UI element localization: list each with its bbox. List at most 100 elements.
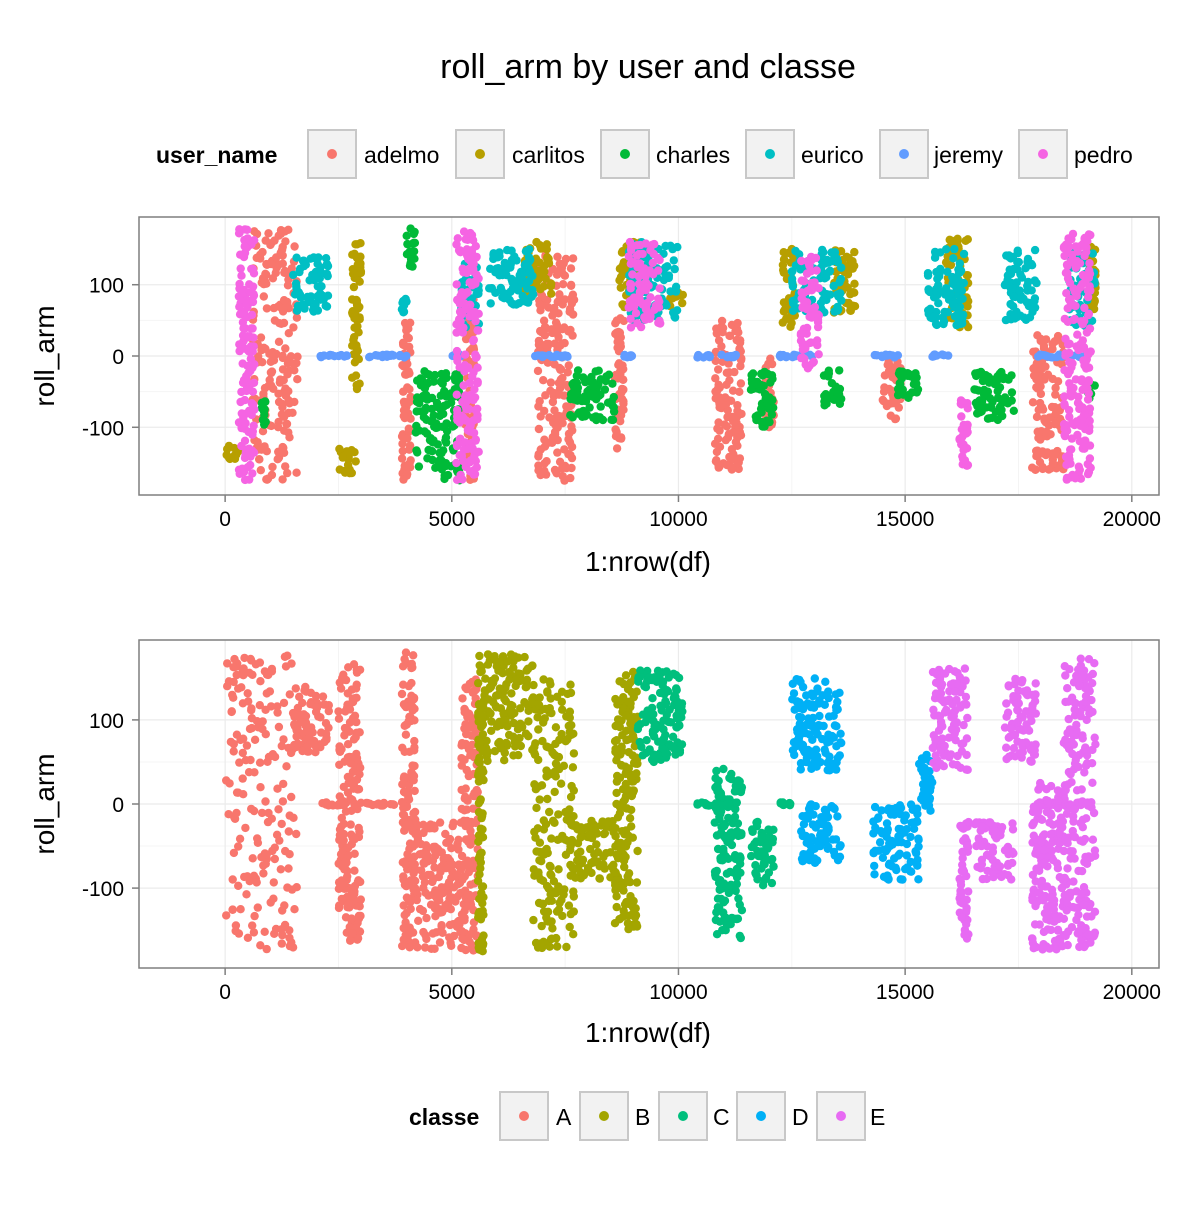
data-point [466,427,474,435]
data-point [819,295,827,303]
data-point [496,684,504,692]
data-point [312,708,320,716]
data-point [403,232,411,240]
data-point [725,332,733,340]
data-point [404,325,412,333]
data-point [561,295,569,303]
data-point [1065,413,1073,421]
data-point [282,762,290,770]
data-point [582,823,590,831]
data-point [613,772,621,780]
data-point [346,795,354,803]
data-point [401,773,409,781]
data-point [1067,258,1075,266]
data-point [268,463,276,471]
legend-swatch [475,149,485,159]
data-point [237,388,245,396]
data-point [571,874,579,882]
data-point [423,370,431,378]
data-point [804,364,812,372]
data-point [404,460,412,468]
data-point [285,827,293,835]
data-point [411,877,419,885]
data-point [731,813,739,821]
data-point [714,365,722,373]
data-point [223,682,231,690]
data-point [337,822,345,830]
data-point [555,899,563,907]
data-point [634,725,642,733]
data-point [982,371,990,379]
data-point [240,344,248,352]
data-point [230,655,238,663]
data-point [649,270,657,278]
data-point [345,700,353,708]
data-point [347,914,355,922]
data-point [230,849,238,857]
data-point [239,318,247,326]
data-point [245,280,253,288]
data-point [233,731,241,739]
data-point [936,265,944,273]
data-point [713,867,721,875]
data-point [567,281,575,289]
data-point [278,410,286,418]
data-point [1086,454,1094,462]
data-point [275,836,283,844]
data-point [466,467,474,475]
data-point [753,822,761,830]
data-point [605,371,613,379]
data-point [912,380,920,388]
data-point [284,387,292,395]
data-point [509,284,517,292]
data-point [323,270,331,278]
data-point [246,877,254,885]
data-point [256,658,264,666]
data-point [592,840,600,848]
data-point [287,659,295,667]
data-point [409,809,417,817]
data-point [536,327,544,335]
data-point [1085,468,1093,476]
data-point [248,714,256,722]
data-point [424,446,432,454]
data-point [711,818,719,826]
data-point [499,709,507,717]
data-point [579,407,587,415]
data-point [277,865,285,873]
data-point [479,833,487,841]
data-point [354,304,362,312]
data-point [776,353,784,361]
data-point [286,942,294,950]
data-point [1006,300,1014,308]
data-point [596,874,604,882]
data-point [459,265,467,273]
data-point [414,835,422,843]
legend-label: carlitos [512,142,585,168]
data-point [311,742,319,750]
data-point [626,238,634,246]
data-point [247,265,255,273]
data-point [274,455,282,463]
data-point [1080,411,1088,419]
data-point [529,916,537,924]
data-point [1029,398,1037,406]
data-point [229,875,237,883]
data-point [937,287,945,295]
data-point [276,375,284,383]
data-point [788,275,796,283]
data-point [825,367,833,375]
data-point [232,809,240,817]
data-point [507,247,515,255]
data-point [413,407,421,415]
data-point [257,466,265,474]
data-point [410,695,418,703]
data-point [413,448,421,456]
data-point [546,680,554,688]
data-point [1060,244,1068,252]
data-point [452,459,460,467]
data-point [277,925,285,933]
data-point [924,269,932,277]
data-point [223,451,231,459]
data-point [1008,388,1016,396]
